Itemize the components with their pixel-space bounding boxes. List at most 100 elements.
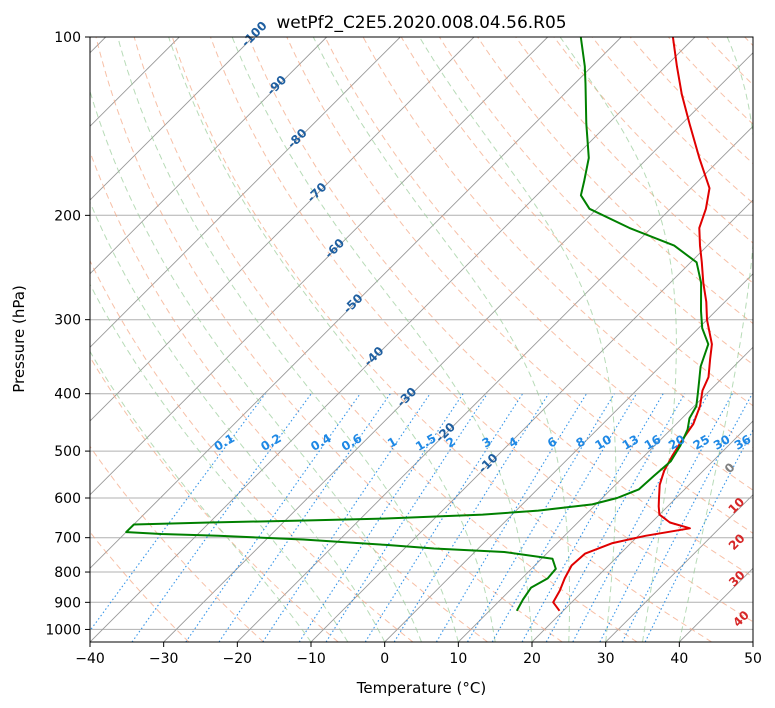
- x-tick-label: 50: [744, 651, 762, 667]
- dry-adiabat-130: [515, 37, 753, 284]
- moist-adiabat-20: [231, 37, 533, 642]
- moist-adiabat-5: [90, 89, 422, 642]
- x-tick-label: −10: [296, 651, 326, 667]
- y-tick-label: 800: [54, 565, 81, 581]
- x-tick-label: 40: [670, 651, 688, 667]
- mixing-ratio-line: [599, 393, 733, 642]
- dry-adiabat--20: [90, 445, 264, 642]
- mixing-ratio-line: [393, 393, 550, 642]
- moist-adiabat-25: [312, 37, 570, 642]
- isotherm--40: [90, 37, 696, 642]
- x-axis-label: Temperature (°C): [356, 679, 486, 697]
- mixing-ratio-line: [644, 428, 753, 642]
- dewpoint-profile: [125, 37, 710, 612]
- dry-adiabat-label: 30: [726, 568, 748, 590]
- isotherm-label: -10: [475, 451, 500, 476]
- dry-adiabat-80: [324, 37, 753, 491]
- dry-adiabat-10: [90, 150, 488, 642]
- dry-adiabat-160: [629, 37, 753, 165]
- moist-adiabat-30: [418, 37, 617, 642]
- isotherm--60: [90, 37, 549, 496]
- mixing-ratio-line: [545, 393, 686, 642]
- dry-adiabat-0: [90, 259, 414, 642]
- x-tick-label: 30: [597, 651, 615, 667]
- y-tick-label: 900: [54, 595, 81, 611]
- isotherm--100: [90, 37, 254, 201]
- moist-adiabat--10: [90, 350, 312, 642]
- mixing-ratio-line: [435, 393, 587, 642]
- mixing-ratio-label: 25: [691, 432, 712, 452]
- mixing-ratio-line: [521, 393, 664, 642]
- chart-title: wetPf2_C2E5.2020.008.04.56.R05: [276, 13, 566, 33]
- moist-adiabat-0: [90, 201, 386, 642]
- y-tick-label: 600: [54, 491, 81, 507]
- temperature-profile: [552, 37, 713, 612]
- y-tick-label: 300: [54, 313, 81, 329]
- y-axis: 100 200 300 400 500 600 700 800 900 1000: [45, 30, 90, 638]
- isotherm-30: [605, 494, 753, 642]
- mixing-ratio-label: 0.4: [308, 431, 333, 454]
- mixing-ratio-label: 6: [545, 434, 559, 450]
- y-tick-label: 700: [54, 531, 81, 547]
- mixing-ratio-label: 3: [480, 434, 494, 450]
- dry-adiabat-100: [400, 37, 753, 407]
- isotherm--70: [90, 37, 475, 422]
- mixing-ratio-label: 0.2: [258, 431, 283, 454]
- mixing-ratio-line: [298, 393, 464, 642]
- mixing-ratio-line: [467, 393, 615, 642]
- background-lines: [90, 37, 753, 642]
- isotherm-label: -100: [239, 19, 270, 50]
- plot-frame: [89, 36, 754, 643]
- y-tick-label: 400: [54, 387, 81, 403]
- dry-adiabat--30: [90, 531, 190, 642]
- mixing-ratio-line: [185, 393, 361, 642]
- y-tick-label: 100: [54, 30, 81, 46]
- mixing-ratio-line: [131, 393, 312, 642]
- dry-adiabat--10: [90, 356, 339, 642]
- isotherm-label: -90: [264, 73, 289, 98]
- dry-adiabat-40: [171, 37, 712, 642]
- dry-adiabat-120: [477, 37, 753, 325]
- isotherm-label: -30: [394, 385, 419, 410]
- isotherm--50: [90, 37, 622, 569]
- x-axis: −40 −30 −20 −10 0 10 20 30 40 50: [75, 642, 762, 667]
- isotherm-10: [457, 346, 753, 642]
- isotherm-20: [531, 420, 753, 642]
- isotherm--10: [310, 199, 753, 642]
- isotherm-label: -40: [361, 344, 386, 369]
- x-tick-label: 10: [449, 651, 467, 667]
- dry-adiabat-190: [744, 37, 753, 47]
- mixing-ratio-line: [364, 393, 524, 642]
- mixing-ratio-line: [90, 393, 266, 632]
- mixing-ratio-line: [491, 393, 637, 642]
- moist-adiabat-40: [678, 37, 753, 642]
- moist-adiabat-10: [117, 37, 459, 642]
- dry-adiabat-180: [706, 37, 753, 86]
- mixing-ratio-label: 13: [620, 432, 641, 452]
- dry-adiabat-170: [668, 37, 753, 125]
- dry-adiabat-30: [133, 37, 638, 642]
- isotherm--30: [163, 52, 753, 642]
- isotherm-0: [384, 273, 753, 642]
- y-axis-label: Pressure (hPa): [10, 285, 28, 393]
- mixing-ratio-line: [262, 393, 431, 642]
- isotherm-50: [752, 641, 753, 642]
- mixing-ratio-label: 8: [573, 434, 587, 450]
- x-tick-label: −40: [75, 651, 105, 667]
- mixing-ratio-line: [218, 393, 391, 642]
- mixing-ratio-line: [325, 393, 488, 642]
- isotherm-label: -80: [285, 126, 310, 151]
- moist-adiabat--5: [90, 283, 349, 642]
- mixing-ratio-label: 0.6: [339, 431, 364, 454]
- isotherm--90: [90, 37, 328, 275]
- dry-adiabat-90: [362, 37, 753, 449]
- y-tick-label: 1000: [45, 622, 81, 638]
- dry-adiabat-20: [95, 37, 563, 642]
- profile-lines: [125, 37, 713, 612]
- isotherm-40: [678, 567, 753, 642]
- mixing-ratio-label: 36: [732, 432, 753, 452]
- dry-adiabat-label: 20: [726, 531, 748, 553]
- mixing-ratio-label: 0.1: [212, 431, 237, 454]
- moist-adiabat-15: [168, 37, 496, 642]
